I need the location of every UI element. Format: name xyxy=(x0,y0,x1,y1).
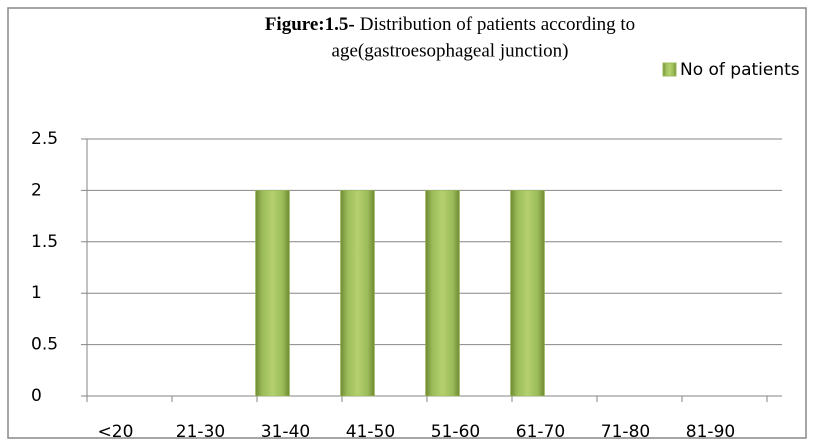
x-tick-label: 31-40 xyxy=(261,422,310,442)
y-tick-label: 2 xyxy=(31,180,42,200)
y-tick-label: 0.5 xyxy=(31,335,58,355)
title-bold: Figure:1.5- xyxy=(265,14,355,35)
x-tick-label: 81-90 xyxy=(686,422,735,442)
bar xyxy=(425,190,460,397)
title-line: age(gastroesophageal junction) xyxy=(332,40,569,61)
x-tick-label: 21-30 xyxy=(176,422,225,442)
frame xyxy=(7,7,807,439)
y-tick-label: 2.5 xyxy=(31,129,58,149)
legend-label: No of patients xyxy=(680,60,800,80)
y-tick-label: 1.5 xyxy=(31,232,58,252)
x-tick-label: 51-60 xyxy=(431,422,480,442)
bar xyxy=(510,190,545,397)
bar xyxy=(255,190,290,397)
x-tick-label: 71-80 xyxy=(601,422,650,442)
x-tick-label: <20 xyxy=(98,422,134,442)
y-tick-label: 1 xyxy=(31,283,42,303)
chart-title: Figure:1.5- Distribution of patients acco… xyxy=(265,14,635,35)
x-tick-label: 61-70 xyxy=(516,422,565,442)
y-tick-label: 0 xyxy=(31,386,42,406)
title-line: Distribution of patients according to xyxy=(360,14,635,35)
legend-swatch xyxy=(662,62,677,77)
x-tick-label: 41-50 xyxy=(346,422,395,442)
bar xyxy=(340,190,375,397)
